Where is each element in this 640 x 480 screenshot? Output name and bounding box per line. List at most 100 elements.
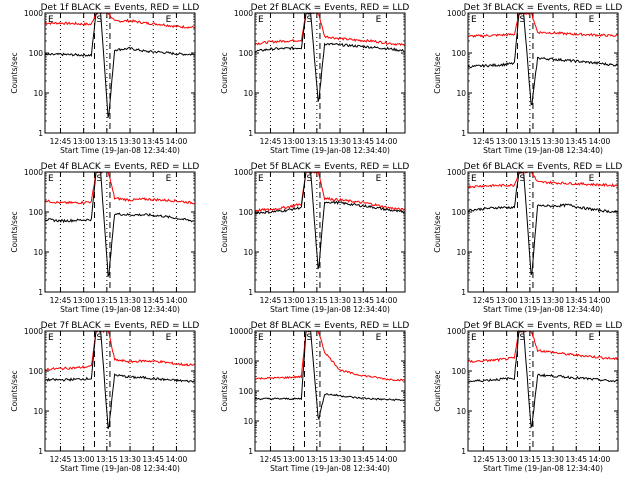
chart-title: Det 7f BLACK = Events, RED = LLD <box>41 321 200 331</box>
plot-frame <box>44 12 196 134</box>
x-tick-label: 13:00 <box>496 137 518 146</box>
plot-frame <box>44 171 196 293</box>
x-tick-label: 12:45 <box>260 296 282 305</box>
y-tick-label: 10 <box>243 89 253 98</box>
x-axis-label: Start Time (19-Jan-08 12:34:40) <box>270 146 390 155</box>
lld-series-line <box>254 171 405 212</box>
y-tick-label: 1 <box>248 129 253 138</box>
y-tick-label: 100 <box>452 208 467 217</box>
x-tick-label: 13:45 <box>142 455 164 464</box>
y-tick-label: 100 <box>29 208 44 217</box>
lld-series-line <box>255 330 405 382</box>
y-tick-label: 10 <box>243 248 253 257</box>
interval-marker: E <box>471 174 477 184</box>
y-tick-label: 1000 <box>24 327 43 336</box>
interval-marker: E <box>471 15 477 25</box>
x-tick-label: 14:00 <box>589 296 611 305</box>
x-tick-label: 13:30 <box>542 455 564 464</box>
plot-frame <box>254 330 406 452</box>
chart-panel: Det 7f BLACK = Events, RED = LLD 1 10 100 10… <box>10 321 199 473</box>
y-tick-label: 10 <box>33 248 43 257</box>
events-series-line <box>467 329 618 429</box>
x-tick-label: 13:00 <box>283 137 305 146</box>
x-tick-label: 14:00 <box>376 137 398 146</box>
interval-marker: E <box>166 174 172 184</box>
events-series-line <box>467 170 618 276</box>
interval-marker: E <box>589 333 595 343</box>
x-tick-label: 13:30 <box>329 455 351 464</box>
y-axis-label: Counts/sec <box>433 211 442 252</box>
chart-panel: Det 1f BLACK = Events, RED = LLD 1 10 100 10… <box>10 3 199 155</box>
x-tick-label: 13:00 <box>283 455 305 464</box>
x-axis-label: Start Time (19-Jan-08 12:34:40) <box>270 305 390 314</box>
x-tick-label: 14:00 <box>166 296 188 305</box>
x-tick-label: 13:30 <box>542 296 564 305</box>
x-tick-label: 14:00 <box>589 455 611 464</box>
chart-panel: Det 8f BLACK = Events, RED = LLD 1 10 100 10… <box>220 321 409 473</box>
y-axis-label: Counts/sec <box>220 370 229 411</box>
x-tick-label: 13:30 <box>119 296 141 305</box>
chart-panel: Det 4f BLACK = Events, RED = LLD 1 10 100 10… <box>10 162 199 314</box>
chart-title: Det 2f BLACK = Events, RED = LLD <box>251 3 410 13</box>
x-tick-label: 12:45 <box>473 455 495 464</box>
plot-frame <box>44 330 196 452</box>
y-tick-label: 1000 <box>234 9 253 18</box>
x-tick-label: 13:15 <box>96 455 118 464</box>
interval-marker: E <box>376 15 382 25</box>
y-tick-label: 1000 <box>24 168 43 177</box>
x-tick-label: 13:45 <box>565 296 587 305</box>
events-series-line <box>254 12 405 102</box>
interval-marker: E <box>48 174 54 184</box>
x-axis-label: Start Time (19-Jan-08 12:34:40) <box>60 464 180 473</box>
x-tick-label: 13:45 <box>142 296 164 305</box>
lld-series-line <box>467 330 618 363</box>
y-tick-label: 1 <box>38 447 43 456</box>
y-tick-label: 100 <box>239 208 254 217</box>
x-tick-label: 13:00 <box>73 137 95 146</box>
chart-panel: Det 6f BLACK = Events, RED = LLD 1 10 100 10… <box>433 162 622 314</box>
interval-marker: E <box>589 15 595 25</box>
x-tick-label: 13:45 <box>565 455 587 464</box>
interval-marker: S <box>519 15 525 25</box>
y-axis-label: Counts/sec <box>10 370 19 411</box>
interval-marker: S <box>96 333 102 343</box>
lld-series-line <box>44 329 195 371</box>
x-axis-label: Start Time (19-Jan-08 12:34:40) <box>483 305 603 314</box>
chart-title: Det 8f BLACK = Events, RED = LLD <box>251 321 410 331</box>
lld-series-line <box>467 171 618 189</box>
y-axis-label: Counts/sec <box>220 52 229 93</box>
x-axis-label: Start Time (19-Jan-08 12:34:40) <box>483 464 603 473</box>
x-tick-label: 13:00 <box>73 296 95 305</box>
y-tick-label: 1 <box>38 129 43 138</box>
x-tick-label: 13:00 <box>283 296 305 305</box>
interval-marker: S <box>306 174 312 184</box>
x-axis-label: Start Time (19-Jan-08 12:34:40) <box>60 146 180 155</box>
x-tick-label: 13:00 <box>496 296 518 305</box>
interval-marker: E <box>48 333 54 343</box>
y-tick-label: 1000 <box>447 9 466 18</box>
x-tick-label: 12:45 <box>473 296 495 305</box>
interval-marker: S <box>519 333 525 343</box>
y-tick-label: 10000 <box>229 327 253 336</box>
interval-marker: S <box>306 15 312 25</box>
x-tick-label: 13:30 <box>329 137 351 146</box>
y-axis-label: Counts/sec <box>10 52 19 93</box>
interval-marker: S <box>519 174 525 184</box>
plot-frame <box>254 171 406 293</box>
interval-marker: S <box>306 333 312 343</box>
x-tick-label: 12:45 <box>260 137 282 146</box>
x-tick-label: 13:30 <box>329 296 351 305</box>
interval-marker: E <box>48 15 54 25</box>
x-tick-label: 13:15 <box>519 296 541 305</box>
interval-marker: S <box>96 15 102 25</box>
x-axis-label: Start Time (19-Jan-08 12:34:40) <box>483 146 603 155</box>
x-tick-label: 13:15 <box>306 137 328 146</box>
x-tick-label: 14:00 <box>589 137 611 146</box>
interval-marker: E <box>166 15 172 25</box>
chart-title: Det 1f BLACK = Events, RED = LLD <box>41 3 200 13</box>
lld-series-line <box>467 12 618 39</box>
plot-frame <box>254 12 406 134</box>
plot-frame <box>467 12 619 134</box>
lld-series-line <box>254 12 405 47</box>
y-tick-label: 10 <box>456 248 466 257</box>
